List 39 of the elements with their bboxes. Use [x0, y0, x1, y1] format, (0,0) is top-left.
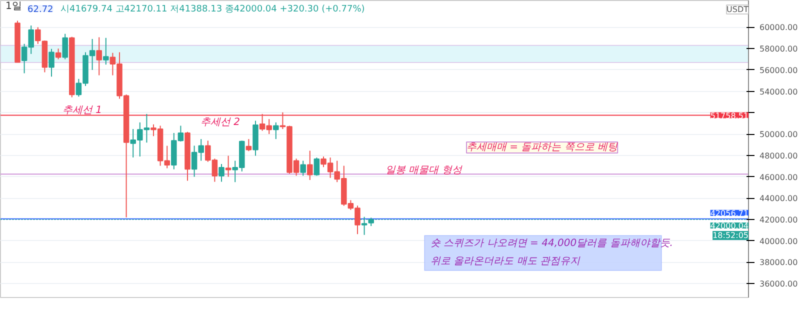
candlestick [225, 155, 232, 178]
ref-line-label: 42000.04 [710, 222, 748, 231]
annotation: 62.72 [28, 5, 54, 15]
candlestick [55, 48, 62, 60]
annotation: 위로 올라온더라도 매도 관점유지 [430, 256, 582, 267]
annotation: 일봉 매물대 형성 [386, 165, 463, 176]
chart-title: 1일 [6, 1, 22, 12]
annotation: 추세선 2 [200, 117, 240, 128]
y-tick-label: 60000.00 [760, 23, 798, 32]
y-tick-label: 50000.00 [760, 130, 798, 140]
y-tick-label: 54000.00 [760, 87, 798, 96]
candlestick [273, 122, 279, 140]
y-tick-label: 38000.00 [760, 258, 798, 268]
y-tick-label: 58000.00 [760, 44, 798, 54]
candlestick [96, 36, 102, 76]
y-tick-label: 44000.00 [760, 194, 798, 204]
ref-line-label: 42056.71 [710, 208, 748, 218]
candlestick [48, 48, 54, 78]
y-tick-label: 46000.00 [760, 172, 798, 182]
annotation: 추세매매 = 돌파하는 쪽으로 베팅 [466, 142, 619, 153]
annotation: 18:52:05 [712, 231, 749, 240]
y-tick-label: 40000.00 [760, 236, 798, 246]
y-tick-label: 42000.00 [760, 216, 798, 225]
candlestick [314, 157, 320, 176]
annotation: 숏 스퀴즈가 나오려면 = 44,000달러를 돌파해야할듯. [430, 238, 673, 249]
y-tick-label: 36000.00 [760, 280, 798, 289]
annotation: USDT [726, 5, 749, 14]
ref-line-label: 51758.51 [710, 111, 748, 120]
y-tick-label: 56000.00 [760, 66, 798, 75]
candlestick [218, 163, 224, 182]
candlestick [103, 37, 109, 66]
annotation: 추세선 1 [62, 105, 102, 116]
candlestick [35, 26, 41, 44]
annotation: 시41679.74 고42170.11 저41388.13 종42000.04 +320.30 (+0.77%) [60, 4, 365, 14]
candlestick [307, 150, 313, 180]
candlestick [300, 160, 306, 176]
candlestick [246, 138, 252, 152]
candlestick [62, 33, 68, 60]
y-tick-label: 48000.00 [760, 151, 798, 160]
